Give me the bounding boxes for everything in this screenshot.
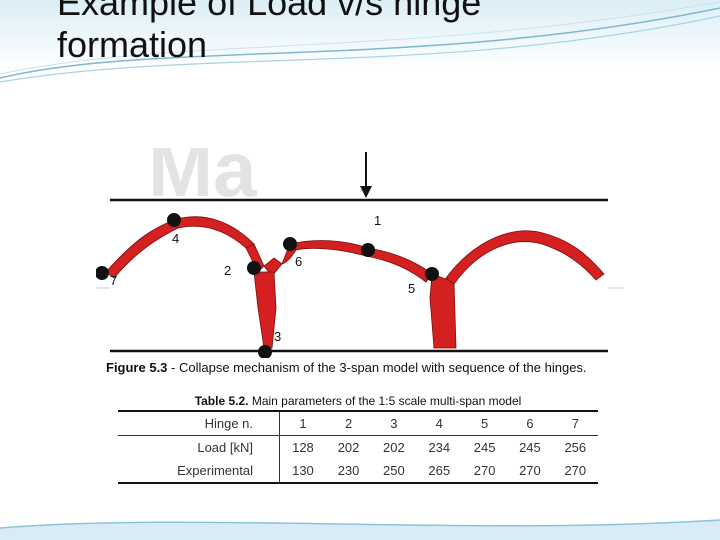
table-cell: 202 [337,440,360,455]
table-cell: 130 [292,463,314,478]
table-cell: 270 [473,463,496,478]
watermark-text: Ma [148,148,257,213]
hinge-7-dot [96,266,109,280]
table-row: Load [kN] 128 202 202 234 245 245 256 [118,435,598,459]
table-cell: 250 [383,463,405,478]
collapse-mechanism-figure: Ma [96,148,624,498]
table-caption-text: Main parameters of the 1:5 scale multi-s… [248,394,522,408]
header-label: Hinge n. [118,411,280,436]
table-cell: 265 [428,463,451,478]
figure-caption-text: - Collapse mechanism of the 3-span model… [167,360,587,375]
slide-title-line-1: Example of Load v/s hinge [57,0,482,23]
parameters-table: Hinge n. 1 2 3 4 5 6 7 Load [kN] 128 202… [118,410,598,484]
hinge-label-2: 2 [224,263,231,278]
table-cell: 234 [428,440,451,455]
header-cell: 4 [416,411,462,436]
table-cell: 245 [519,440,541,455]
header-cell: 5 [461,411,508,436]
hinge-5-dot [425,267,439,281]
table-cell: 230 [337,463,360,478]
load-arrow-icon [360,152,372,198]
header-cell: 3 [371,411,417,436]
table-header-row: Hinge n. 1 2 3 4 5 6 7 [118,411,598,436]
table-caption-label: Table 5.2. [194,394,249,408]
table-row: Experimental 130 230 250 265 270 270 270 [118,459,598,483]
figure-caption-label: Figure 5.3 [106,360,168,375]
table-caption: Table 5.2. Main parameters of the 1:5 sc… [118,394,598,408]
hinge-1-dot [361,243,375,257]
hinge-label-3: 3 [274,329,281,344]
row-label: Load [kN] [118,435,280,459]
table-cell: 128 [292,440,314,455]
slide-title-line-2: formation [57,24,208,65]
hinge-2-dot [247,261,261,275]
hinge-6-dot [283,237,297,251]
table-cell: 202 [383,440,405,455]
figure-caption: Figure 5.3 - Collapse mechanism of the 3… [106,360,621,375]
table-cell: 245 [473,440,496,455]
table-cell: 270 [564,463,587,478]
hinge-3-dot [258,345,272,358]
hinge-label-5: 5 [408,281,415,296]
deformed-arch-bands [105,216,605,349]
hinge-label-6: 6 [295,254,302,269]
hinge-label-4: 4 [172,231,179,246]
header-cell: 1 [279,411,326,436]
table-cell: 270 [519,463,541,478]
slide-title: Example of Load v/s hinge formation [57,0,697,66]
table-cell: 256 [564,440,587,455]
hinge-4-dot [167,213,181,227]
header-cell: 2 [325,411,372,436]
header-cell: 6 [507,411,553,436]
hinge-dots [96,213,439,358]
hinge-label-1: 1 [374,213,381,228]
hinge-diagram: Ma [96,148,624,358]
hinge-label-7: 7 [110,273,117,288]
row-label: Experimental [118,459,280,483]
header-cell: 7 [552,411,598,436]
